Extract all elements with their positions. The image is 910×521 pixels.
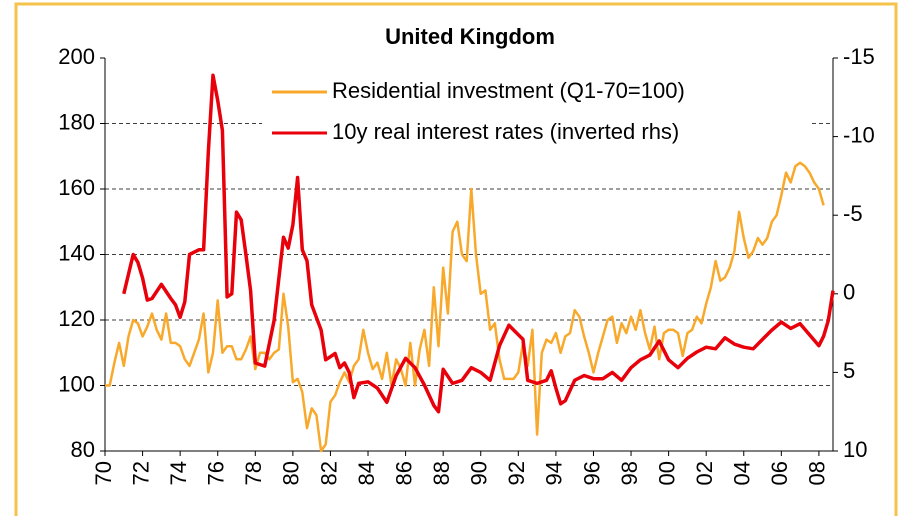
x-tick-label: 00	[654, 461, 679, 485]
y-tick-label: 200	[58, 44, 95, 69]
legend-label: Residential investment (Q1-70=100)	[332, 78, 685, 103]
y2-tick-label: -15	[843, 44, 875, 69]
x-tick-label: 94	[542, 461, 567, 485]
y2-tick-label: 0	[843, 280, 855, 305]
x-tick-label: 86	[391, 461, 416, 485]
x-tick-label: 82	[316, 461, 341, 485]
y-tick-label: 160	[58, 175, 95, 200]
chart-title: United Kingdom	[385, 24, 555, 49]
chart-frame	[14, 2, 898, 521]
x-tick-label: 04	[730, 461, 755, 485]
x-tick-label: 02	[692, 461, 717, 485]
y2-tick-label: 10	[843, 437, 867, 462]
legend-label: 10y real interest rates (inverted rhs)	[332, 119, 679, 144]
series-line	[105, 161, 825, 453]
x-tick-label: 06	[767, 461, 792, 485]
y-tick-label: 100	[58, 371, 95, 396]
x-tick-label: 84	[354, 461, 379, 485]
series-line	[122, 73, 835, 414]
y-tick-label: 180	[58, 109, 95, 134]
x-tick-label: 74	[166, 461, 191, 485]
x-tick-label: 08	[805, 461, 830, 485]
y-tick-label: 80	[71, 437, 95, 462]
x-tick-label: 80	[279, 461, 304, 485]
x-tick-label: 98	[617, 461, 642, 485]
x-tick-label: 92	[504, 461, 529, 485]
x-tick-label: 76	[204, 461, 229, 485]
y2-tick-label: -10	[843, 122, 875, 147]
y2-tick-label: -5	[843, 201, 863, 226]
y2-tick-label: 5	[843, 358, 855, 383]
x-tick-label: 70	[91, 461, 116, 485]
x-tick-label: 72	[128, 461, 153, 485]
x-tick-label: 90	[467, 461, 492, 485]
legend-box	[262, 70, 810, 156]
x-tick-label: 78	[241, 461, 266, 485]
y-tick-label: 120	[58, 306, 95, 331]
y-tick-label: 140	[58, 240, 95, 265]
x-tick-label: 96	[579, 461, 604, 485]
x-tick-label: 88	[429, 461, 454, 485]
